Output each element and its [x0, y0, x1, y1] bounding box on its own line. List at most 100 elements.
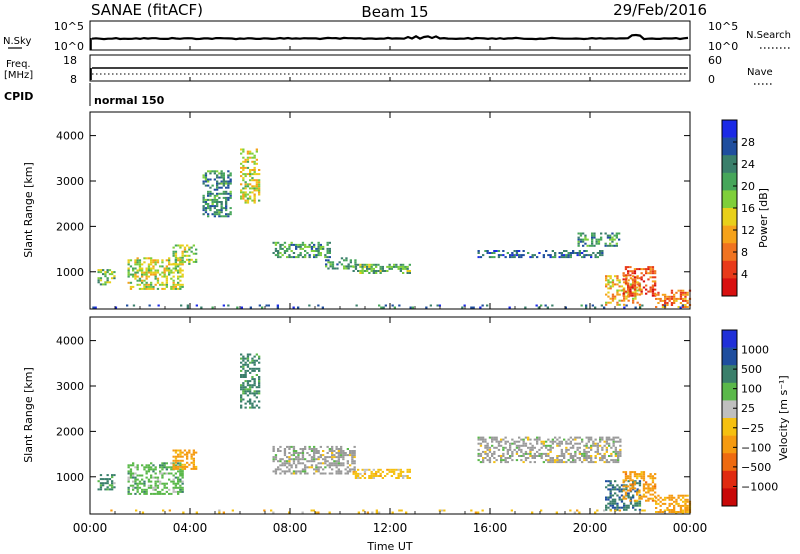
- range-cell: [165, 269, 168, 272]
- range-cell: [322, 454, 325, 457]
- range-cell: [265, 304, 268, 307]
- nave-tick-bottom: 0: [708, 73, 715, 86]
- range-cell: [408, 470, 411, 473]
- range-cell: [156, 281, 160, 284]
- range-cell: [618, 279, 621, 282]
- range-cell: [673, 507, 676, 509]
- range-cell: [577, 238, 580, 241]
- scatter-region: [655, 289, 692, 308]
- range-cell: [174, 455, 178, 458]
- range-cell: [253, 154, 256, 157]
- range-cell: [608, 455, 611, 457]
- range-cell: [631, 483, 634, 486]
- range-cell: [486, 304, 489, 307]
- range-cell: [599, 457, 602, 459]
- range-cell: [246, 193, 250, 196]
- range-cell: [195, 304, 198, 307]
- range-cell: [313, 254, 316, 257]
- range-cell: [218, 196, 221, 199]
- range-cell: [522, 461, 525, 464]
- range-cell: [249, 384, 252, 387]
- range-cell: [636, 491, 639, 494]
- range-cell: [590, 446, 593, 449]
- y-tick-label: 4000: [56, 130, 84, 143]
- range-cell: [627, 494, 630, 497]
- range-cell: [640, 477, 643, 480]
- range-cell: [545, 444, 548, 447]
- range-cell: [636, 292, 639, 295]
- range-cell: [154, 277, 157, 280]
- range-cell: [486, 444, 489, 447]
- range-cell: [592, 444, 595, 447]
- range-cell: [594, 438, 597, 441]
- range-cell: [581, 461, 584, 464]
- range-cell: [183, 250, 187, 253]
- range-cell: [664, 502, 667, 505]
- range-cell: [493, 436, 496, 439]
- range-cell: [292, 256, 296, 259]
- range-cell: [504, 440, 507, 443]
- range-cell: [216, 186, 219, 189]
- range-cell: [213, 196, 216, 199]
- range-cell: [225, 201, 228, 203]
- range-cell: [337, 454, 340, 457]
- range-cell: [624, 266, 628, 269]
- range-cell: [629, 290, 632, 293]
- range-cell: [527, 452, 530, 455]
- range-cell: [150, 285, 153, 288]
- range-cell: [104, 281, 107, 284]
- range-cell: [513, 442, 516, 445]
- range-cell: [624, 491, 628, 494]
- range-cell: [640, 497, 643, 500]
- range-cell: [679, 507, 683, 509]
- range-cell: [479, 306, 482, 309]
- range-cell: [132, 267, 135, 270]
- range-cell: [482, 459, 485, 462]
- range-cell: [242, 164, 245, 167]
- range-cell: [379, 270, 382, 272]
- range-cell: [353, 468, 356, 471]
- range-cell: [363, 468, 367, 471]
- range-cell: [179, 449, 182, 452]
- range-cell: [354, 477, 358, 479]
- range-cell: [172, 287, 175, 290]
- range-cell: [642, 489, 646, 492]
- range-cell: [614, 506, 617, 509]
- range-cell: [279, 445, 282, 448]
- range-cell: [547, 455, 550, 457]
- range-cell: [586, 238, 589, 241]
- range-cell: [327, 261, 330, 264]
- range-cell: [684, 507, 687, 509]
- range-cell: [617, 459, 620, 462]
- range-cell: [533, 452, 536, 455]
- range-cell: [211, 198, 214, 201]
- range-cell: [174, 250, 178, 253]
- range-cell: [290, 466, 293, 469]
- range-cell: [138, 287, 142, 290]
- range-cell: [533, 254, 536, 257]
- range-cell: [684, 291, 687, 294]
- range-cell: [279, 472, 282, 475]
- range-cell: [225, 203, 228, 205]
- range-cell: [315, 254, 318, 257]
- range-cell: [607, 275, 610, 278]
- range-cell: [607, 506, 610, 509]
- range-cell: [277, 466, 280, 469]
- range-cell: [684, 511, 687, 513]
- range-cell: [633, 487, 637, 490]
- range-cell: [251, 173, 254, 176]
- range-cell: [304, 254, 307, 257]
- colorbar-swatch: [722, 260, 737, 279]
- range-cell: [614, 283, 617, 286]
- range-cell: [317, 456, 320, 459]
- range-cell: [585, 254, 588, 257]
- velocity-ylabel: Slant Range [km]: [22, 367, 35, 463]
- range-cell: [108, 488, 112, 491]
- range-cell: [213, 213, 216, 216]
- range-cell: [317, 466, 320, 469]
- range-cell: [156, 277, 160, 280]
- range-cell: [315, 452, 318, 454]
- range-cell: [511, 252, 514, 254]
- range-cell: [614, 486, 617, 489]
- nsky-panel: N.Sky 10^5 10^0 10^5 10^0 N.Search: [3, 20, 791, 53]
